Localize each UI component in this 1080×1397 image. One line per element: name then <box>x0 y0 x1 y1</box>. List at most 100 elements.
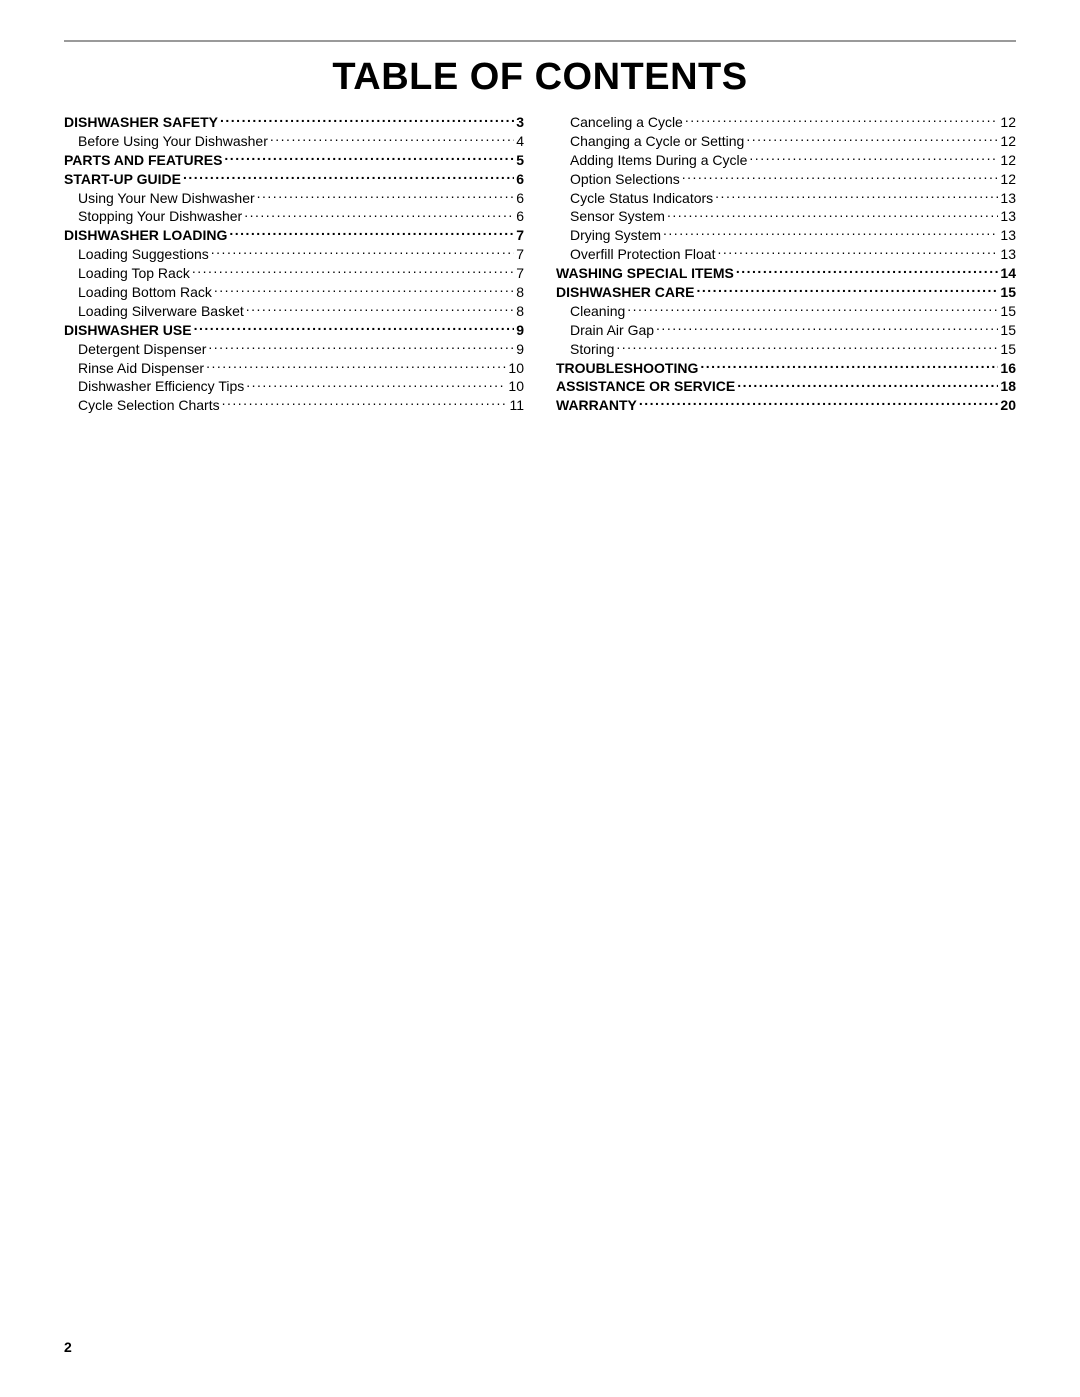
toc-leader <box>639 396 999 410</box>
toc-entry-page: 7 <box>514 226 524 245</box>
toc-leader <box>616 340 998 354</box>
toc-leader <box>718 245 999 259</box>
toc-leader <box>208 340 514 354</box>
toc-row: Dishwasher Efficiency Tips10 <box>64 377 524 396</box>
toc-entry-label: Drying System <box>556 226 663 245</box>
toc-entry-page: 6 <box>514 170 524 189</box>
toc-row: TROUBLESHOOTING 16 <box>556 359 1016 378</box>
toc-entry-page: 4 <box>514 132 524 151</box>
toc-entry-label: DISHWASHER LOADING <box>64 226 229 245</box>
toc-entry-page: 13 <box>998 207 1016 226</box>
toc-entry-label: Storing <box>556 340 616 359</box>
toc-entry-page: 11 <box>507 396 524 415</box>
toc-entry-page: 15 <box>998 283 1016 302</box>
toc-entry-page: 7 <box>514 245 524 264</box>
toc-leader <box>183 170 514 184</box>
toc-entry-label: DISHWASHER SAFETY <box>64 113 220 132</box>
toc-row: Loading Silverware Basket8 <box>64 302 524 321</box>
toc-entry-page: 6 <box>514 189 524 208</box>
toc-row: PARTS AND FEATURES5 <box>64 151 524 170</box>
toc-entry-label: Using Your New Dishwasher <box>64 189 257 208</box>
toc-leader <box>206 359 506 373</box>
toc-entry-label: PARTS AND FEATURES <box>64 151 224 170</box>
toc-row: Storing 15 <box>556 340 1016 359</box>
toc-row: DISHWASHER CARE 15 <box>556 283 1016 302</box>
toc-entry-page: 7 <box>514 264 524 283</box>
toc-leader <box>229 226 514 240</box>
toc-leader <box>682 170 999 184</box>
toc-leader <box>749 151 998 165</box>
toc-entry-label: Sensor System <box>556 207 667 226</box>
toc-row: Loading Top Rack 7 <box>64 264 524 283</box>
toc-entry-page: 9 <box>514 321 524 340</box>
toc-row: Option Selections 12 <box>556 170 1016 189</box>
toc-entry-page: 20 <box>998 396 1016 415</box>
toc-entry-page: 9 <box>514 340 524 359</box>
toc-entry-label: Cleaning <box>556 302 627 321</box>
toc-leader <box>257 189 515 203</box>
toc-entry-page: 15 <box>998 321 1016 340</box>
toc-leader <box>667 207 998 221</box>
toc-entry-page: 12 <box>998 113 1016 132</box>
toc-row: Detergent Dispenser 9 <box>64 340 524 359</box>
toc-entry-label: Detergent Dispenser <box>64 340 208 359</box>
toc-entry-label: DISHWASHER USE <box>64 321 194 340</box>
toc-entry-page: 15 <box>998 302 1016 321</box>
toc-row: ASSISTANCE OR SERVICE18 <box>556 377 1016 396</box>
toc-row: WARRANTY20 <box>556 396 1016 415</box>
toc-entry-label: Cycle Status Indicators <box>556 189 715 208</box>
toc-entry-label: DISHWASHER CARE <box>556 283 696 302</box>
toc-right-column: Canceling a Cycle12Changing a Cycle or S… <box>556 113 1016 415</box>
toc-entry-label: Rinse Aid Dispenser <box>64 359 206 378</box>
toc-entry-page: 8 <box>514 283 524 302</box>
toc-columns: DISHWASHER SAFETY3Before Using Your Dish… <box>64 113 1016 415</box>
toc-entry-label: Before Using Your Dishwasher <box>64 132 270 151</box>
toc-row: Sensor System 13 <box>556 207 1016 226</box>
toc-leader <box>222 396 508 410</box>
toc-row: Cleaning 15 <box>556 302 1016 321</box>
toc-entry-label: START-UP GUIDE <box>64 170 183 189</box>
toc-entry-label: Stopping Your Dishwasher <box>64 207 244 226</box>
toc-entry-label: Loading Top Rack <box>64 264 192 283</box>
toc-entry-page: 10 <box>506 359 524 378</box>
toc-entry-page: 10 <box>506 377 524 396</box>
toc-row: DISHWASHER LOADING 7 <box>64 226 524 245</box>
toc-entry-page: 13 <box>998 189 1016 208</box>
toc-entry-page: 12 <box>998 170 1016 189</box>
toc-leader <box>224 151 514 165</box>
toc-row: Stopping Your Dishwasher 6 <box>64 207 524 226</box>
toc-row: Cycle Status Indicators 13 <box>556 189 1016 208</box>
toc-row: Using Your New Dishwasher 6 <box>64 189 524 208</box>
toc-row: Changing a Cycle or Setting12 <box>556 132 1016 151</box>
toc-entry-label: Drain Air Gap <box>556 321 656 340</box>
toc-entry-label: Adding Items During a Cycle <box>556 151 749 170</box>
page-title: TABLE OF CONTENTS <box>64 56 1016 99</box>
toc-entry-page: 6 <box>514 207 524 226</box>
toc-leader <box>211 245 514 259</box>
toc-entry-page: 15 <box>998 340 1016 359</box>
toc-entry-page: 16 <box>998 359 1016 378</box>
toc-entry-label: WASHING SPECIAL ITEMS <box>556 264 736 283</box>
toc-row: Adding Items During a Cycle12 <box>556 151 1016 170</box>
toc-leader <box>715 189 998 203</box>
toc-leader <box>746 132 998 146</box>
toc-leader <box>244 207 514 221</box>
toc-row: Drying System 13 <box>556 226 1016 245</box>
toc-leader <box>220 113 514 127</box>
top-rule <box>64 40 1016 42</box>
toc-entry-page: 8 <box>514 302 524 321</box>
toc-row: Canceling a Cycle12 <box>556 113 1016 132</box>
toc-entry-page: 13 <box>998 245 1016 264</box>
page-number: 2 <box>64 1339 72 1355</box>
toc-entry-label: TROUBLESHOOTING <box>556 359 700 378</box>
toc-row: DISHWASHER USE 9 <box>64 321 524 340</box>
toc-entry-label: Option Selections <box>556 170 682 189</box>
toc-row: Overfill Protection Float 13 <box>556 245 1016 264</box>
toc-leader <box>627 302 998 316</box>
toc-leader <box>736 264 999 278</box>
toc-entry-label: Overfill Protection Float <box>556 245 718 264</box>
toc-row: Cycle Selection Charts11 <box>64 396 524 415</box>
toc-row: DISHWASHER SAFETY3 <box>64 113 524 132</box>
toc-entry-page: 13 <box>998 226 1016 245</box>
toc-leader <box>696 283 998 297</box>
